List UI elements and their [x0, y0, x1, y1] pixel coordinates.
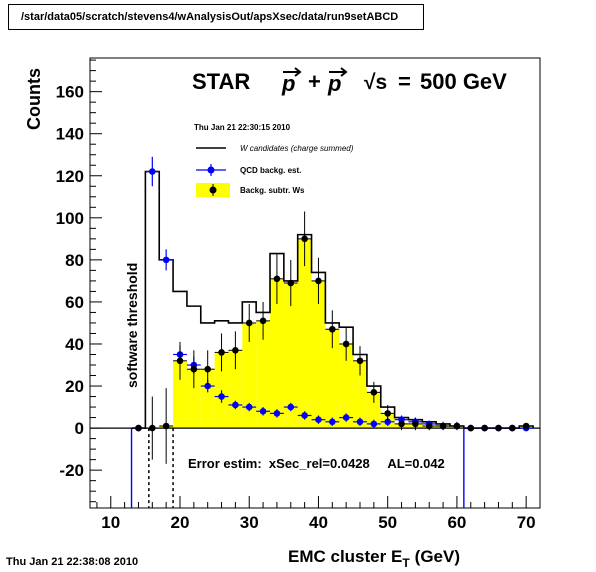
bsub-point [218, 349, 225, 356]
bsub-fill-bar [256, 320, 270, 429]
qcd-point [273, 410, 281, 417]
qcd-point [329, 418, 336, 426]
bsub-point [370, 389, 378, 396]
qcd-point [245, 403, 253, 411]
legend-marker-bsub [209, 186, 217, 194]
bsub-point [384, 410, 391, 417]
y-tick-label: 160 [56, 83, 84, 102]
y-tick-label: 40 [65, 335, 84, 354]
bsub-fill-bar [283, 283, 298, 429]
bsub-point [301, 235, 308, 243]
bsub-point [522, 422, 530, 430]
x-axis-label: EMC cluster ET (GeV) [288, 547, 460, 570]
qcd-point [162, 256, 170, 264]
bsub-point [162, 422, 170, 430]
bsub-fill-bar [242, 322, 257, 429]
bsub-point [412, 420, 419, 428]
x-tick-label: 40 [309, 513, 328, 532]
bsub-fill-bar [228, 350, 243, 429]
bsub-fill-bar [325, 329, 340, 429]
qcd-point [218, 393, 225, 400]
title-sqrt-s: √s [364, 71, 387, 94]
bsub-point [273, 275, 281, 283]
y-tick-label: 120 [56, 167, 84, 186]
bsub-fill-bar [173, 360, 187, 429]
bsub-point [495, 424, 502, 432]
y-tick-label: 140 [56, 125, 84, 144]
title-equals: = [398, 69, 411, 94]
title-beam-a: p [281, 71, 295, 96]
qcd-point [149, 168, 156, 175]
bsub-point [425, 422, 433, 430]
bsub-fill-bar [339, 343, 354, 429]
bsub-point [342, 340, 350, 348]
bsub-fill-bar [200, 369, 215, 429]
file-path-label: /star/data05/scratch/stevens4/wAnalysisO… [8, 4, 424, 30]
bsub-fill-bar [270, 278, 284, 429]
x-tick-label: 10 [101, 513, 120, 532]
error-estimate-text: Error estim: xSec_rel=0.0428 AL=0.042 [188, 456, 445, 471]
legend-label-qcd: QCD backg. est. [240, 166, 301, 175]
qcd-point [356, 418, 364, 426]
y-tick-label: -20 [59, 461, 84, 480]
bsub-point [149, 424, 156, 432]
bsub-point [245, 319, 253, 327]
bsub-fill-bar [186, 369, 201, 429]
y-tick-label: 20 [65, 377, 84, 396]
y-tick-label: 0 [75, 419, 84, 438]
bsub-point [135, 424, 142, 432]
x-tick-label: 30 [240, 513, 259, 532]
bsub-point [287, 279, 295, 287]
qcd-point [370, 420, 378, 428]
bsub-fill-bar [353, 360, 367, 429]
x-tick-label: 50 [378, 513, 397, 532]
chart-subtitle-timestamp: Thu Jan 21 22:30:15 2010 [194, 123, 291, 132]
bsub-point [439, 422, 447, 430]
title-energy: 500 GeV [420, 69, 507, 94]
legend-label-bsub: Backg. subtr. Ws [240, 186, 305, 195]
qcd-point [342, 414, 350, 421]
title-exp: STAR [192, 69, 250, 94]
plot-frame [89, 57, 541, 509]
qcd-point [259, 407, 267, 415]
bsub-point [398, 420, 405, 428]
footer-timestamp: Thu Jan 21 22:38:08 2010 [6, 556, 139, 568]
bsub-point [176, 357, 184, 365]
y-tick-label: 80 [65, 251, 84, 270]
x-tick-label: 70 [517, 513, 536, 532]
bsub-point [356, 357, 364, 365]
legend: W candidates (charge summed) QCD backg. … [196, 144, 354, 197]
bsub-point [232, 346, 239, 354]
title-plus: + [308, 69, 321, 94]
y-tick-label: 60 [65, 293, 84, 312]
qcd-point [287, 403, 295, 411]
title-arrow-a [283, 67, 302, 77]
bsub-point [204, 365, 211, 373]
qcd-point [301, 412, 308, 419]
bsub-fill-bar [366, 392, 381, 429]
title-arrow-b [329, 67, 348, 77]
bsub-point [190, 365, 198, 373]
legend-marker-qcd [207, 166, 215, 174]
bsub-point [481, 424, 488, 432]
bsub-fill-bar [311, 280, 326, 429]
bsub-point [315, 277, 322, 285]
title-beam-b: p [327, 71, 341, 96]
bsub-point [329, 325, 336, 333]
qcd-point [315, 416, 322, 423]
x-tick-label: 20 [171, 513, 190, 532]
bsub-point [467, 424, 475, 432]
bsub-point [453, 422, 461, 430]
bsub-point [509, 424, 516, 432]
x-tick-label: 60 [447, 513, 466, 532]
y-axis-label: Counts [24, 68, 44, 130]
y-tick-label: 100 [56, 209, 84, 228]
bsub-point [259, 317, 267, 325]
legend-label-wcand: W candidates (charge summed) [240, 144, 354, 153]
software-threshold-label: software threshold [124, 263, 140, 388]
qcd-point [232, 401, 239, 409]
bsub-fill-bar [297, 238, 312, 429]
